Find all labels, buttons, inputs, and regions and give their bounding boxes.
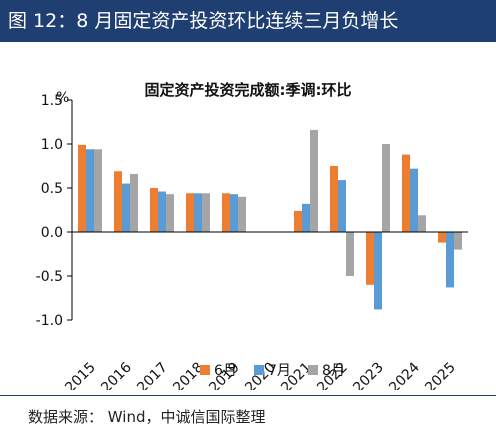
- y-axis: 1.5 1.0 0.5 0.0 -0.5 -1.0: [36, 93, 73, 329]
- y-axis-unit: %: [56, 90, 69, 106]
- bar-2017-7月: [158, 191, 166, 232]
- source-note: 数据来源： Wind，中诚信国际整理: [0, 395, 496, 444]
- bar-2024-8月: [418, 215, 426, 232]
- bar-2016-8月: [130, 173, 138, 232]
- y-tick-label: -0.5: [36, 269, 63, 285]
- source-text: 数据来源： Wind，中诚信国际整理: [28, 408, 266, 426]
- bar-2024-6月: [402, 154, 410, 232]
- y-tick-label: 1.5: [41, 93, 63, 109]
- bar-2019-7月: [230, 194, 238, 232]
- bar-2018-7月: [194, 193, 202, 232]
- bar-2018-8月: [202, 193, 210, 232]
- legend-swatch-6月: [200, 365, 210, 375]
- x-tick-label: 2025: [422, 360, 459, 390]
- legend-swatch-7月: [254, 365, 264, 375]
- bar-2022-7月: [338, 180, 346, 232]
- x-tick-label: 2015: [62, 360, 99, 390]
- bar-2016-6月: [114, 171, 122, 232]
- bar-2021-6月: [294, 210, 302, 232]
- bar-2022-8月: [346, 232, 354, 276]
- legend-label: 6月: [214, 363, 237, 379]
- y-tick-label: 0.5: [41, 181, 63, 197]
- bar-2015-8月: [94, 149, 102, 232]
- bar-2024-7月: [410, 168, 418, 232]
- bar-2021-7月: [302, 203, 310, 232]
- bar-2023-7月: [374, 232, 382, 310]
- y-tick-label: 1.0: [41, 137, 63, 153]
- bar-2017-8月: [166, 194, 174, 232]
- bar-2025-8月: [454, 232, 462, 250]
- figure-title: 图 12：8 月固定资产投资环比连续三月负增长: [8, 10, 399, 32]
- bar-2023-8月: [382, 144, 390, 232]
- legend-swatch-8月: [308, 365, 318, 375]
- bar-chart: 固定资产投资完成额:季调:环比 % 1.5 1.0 0.5 0.0 -0.5 -1.0 2…: [36, 81, 468, 396]
- bar-2025-6月: [438, 232, 446, 243]
- x-tick-label: 2024: [386, 359, 423, 390]
- bar-2019-8月: [238, 196, 246, 232]
- chart-title: 固定资产投资完成额:季调:环比: [145, 81, 352, 99]
- y-tick-label: -1.0: [36, 313, 63, 329]
- y-tick-label: 0.0: [41, 225, 63, 241]
- bar-2025-7月: [446, 232, 454, 288]
- bar-2015-7月: [86, 149, 94, 232]
- legend-label: 8月: [322, 363, 345, 379]
- bar-2017-6月: [150, 188, 158, 232]
- bar-2021-8月: [310, 129, 318, 232]
- x-tick-label: 2023: [350, 360, 387, 390]
- bar-2023-6月: [366, 232, 374, 285]
- x-axis: 2015201620172018201920202021202220232024…: [62, 231, 468, 396]
- bars: [78, 129, 462, 310]
- bar-2016-7月: [122, 183, 130, 232]
- figure-header: 图 12：8 月固定资产投资环比连续三月负增长: [0, 0, 496, 42]
- legend-label: 7月: [268, 363, 291, 379]
- legend: 6月 7月 8月: [200, 363, 345, 379]
- bar-2018-6月: [186, 193, 194, 232]
- x-tick-label: 2016: [98, 359, 135, 390]
- x-tick-label: 2017: [134, 360, 171, 390]
- chart-area: 固定资产投资完成额:季调:环比 % 1.5 1.0 0.5 0.0 -0.5 -1.0 2…: [0, 50, 496, 396]
- bar-2015-6月: [78, 144, 86, 232]
- bar-2019-6月: [222, 193, 230, 232]
- bar-2022-6月: [330, 166, 338, 232]
